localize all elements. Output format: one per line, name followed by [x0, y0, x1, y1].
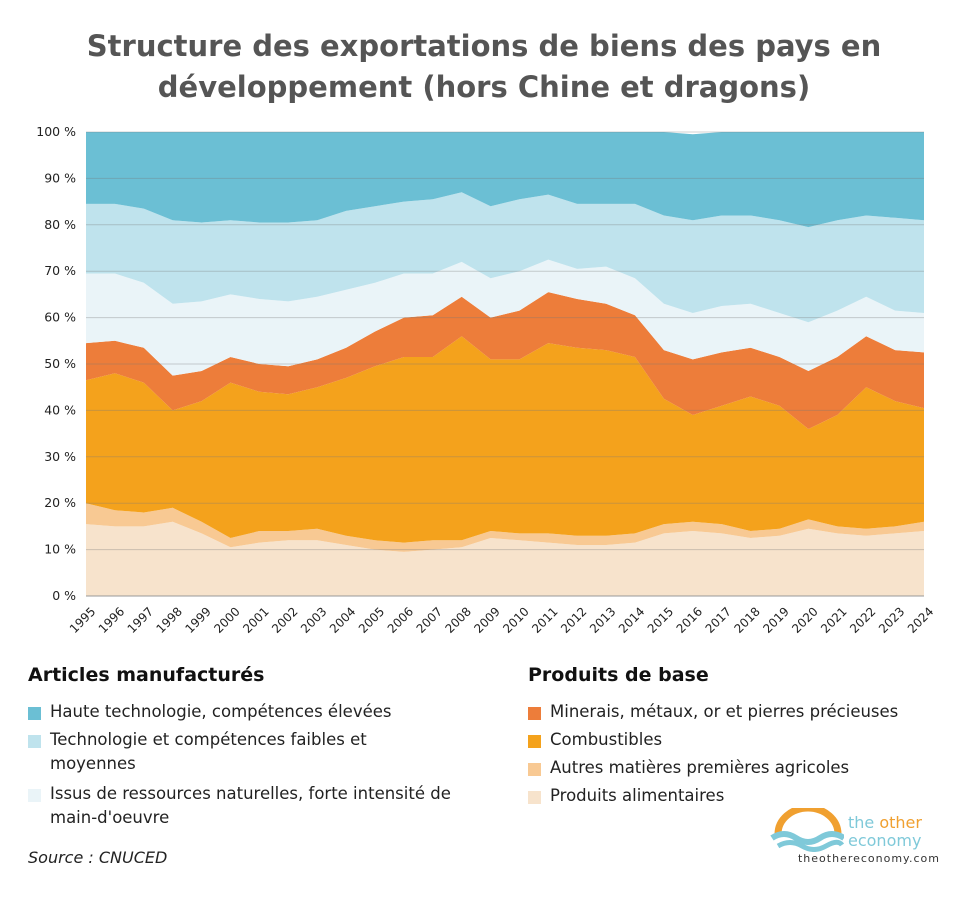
legend-item-fuels: Combustibles [528, 728, 948, 752]
area-series-2 [86, 336, 924, 543]
x-tick-label: 2008 [442, 604, 473, 635]
x-tick-label: 2020 [789, 604, 820, 635]
area-layers [86, 132, 924, 596]
legend-label: Issus de ressources naturelles, forte in… [50, 784, 451, 827]
y-tick-label: 20 % [44, 495, 76, 510]
x-tick-label: 2009 [471, 604, 502, 635]
x-tick-label: 2021 [818, 604, 849, 635]
x-tick-label: 2011 [529, 604, 560, 635]
area-series-0 [86, 521, 924, 596]
legend-label: Haute technologie, compétences élevées [50, 702, 392, 721]
x-tick-label: 2003 [298, 604, 329, 635]
x-tick-label: 2001 [240, 604, 271, 635]
area-series-3 [86, 292, 924, 429]
brand-logo[interactable]: the other economy theothereconomy.com [770, 808, 950, 868]
area-series-5 [86, 192, 924, 323]
x-tick-label: 2018 [731, 604, 762, 635]
brand-name-other: other [879, 813, 922, 832]
legend-item-agricultural: Autres matières premières agricoles [528, 756, 948, 780]
area-series-1 [86, 503, 924, 552]
y-tick-label: 80 % [44, 217, 76, 232]
x-tick-label: 2006 [385, 604, 416, 635]
x-tick-label: 2014 [616, 604, 647, 635]
chart-title: Structure des exportations de biens des … [86, 29, 882, 104]
legend-group-title-manufactured: Articles manufacturés [28, 664, 265, 686]
legend-swatch [528, 763, 541, 776]
x-tick-label: 1995 [67, 604, 98, 635]
legend-label: Produits alimentaires [550, 786, 725, 805]
x-tick-label: 1999 [182, 604, 213, 635]
x-tick-label: 2000 [211, 604, 242, 635]
legend-item-high-tech: Haute technologie, compétences élevées [28, 700, 498, 724]
brand-name-the: the [848, 813, 880, 832]
legend-label: Autres matières premières agricoles [550, 758, 850, 777]
x-tick-label: 2019 [760, 604, 791, 635]
legend-swatch [28, 789, 41, 802]
x-tick-label: 1997 [125, 604, 156, 635]
y-tick-label: 0 % [52, 588, 76, 603]
y-tick-label: 30 % [44, 449, 76, 464]
x-tick-label: 2017 [703, 604, 734, 635]
x-tick-label: 1996 [96, 604, 127, 635]
legend-item-food: Produits alimentaires [528, 784, 948, 808]
brand-name-economy: economy [848, 831, 922, 850]
legend-group-title-commodities: Produits de base [528, 664, 709, 686]
x-tick-label: 2024 [905, 604, 936, 635]
legend-item-low-medium-tech: Technologie et compétences faibles et mo… [28, 728, 430, 776]
legend-commodities: Produits de base Minerais, métaux, or et… [528, 664, 948, 812]
legend-swatch [528, 735, 541, 748]
legend-manufactured: Articles manufacturés Haute technologie,… [28, 664, 498, 836]
brand-name: the other economy [848, 814, 922, 850]
y-tick-label: 90 % [44, 170, 76, 185]
source-note: Source : CNUCED [28, 848, 168, 867]
y-tick-label: 60 % [44, 310, 76, 325]
gridlines [86, 131, 924, 597]
x-tick-label: 2004 [327, 604, 358, 635]
y-tick-label: 100 % [36, 124, 76, 139]
legend-swatch [28, 735, 41, 748]
x-tick-label: 2005 [356, 604, 387, 635]
area-series-4 [86, 259, 924, 376]
y-tick-label: 70 % [44, 263, 76, 278]
x-axis-ticks: 1995199619971998199920002001200220032004… [67, 604, 936, 635]
wave-logo-icon [770, 808, 844, 852]
x-tick-label: 2012 [558, 604, 589, 635]
y-tick-label: 50 % [44, 356, 76, 371]
legend-label: Minerais, métaux, or et pierres précieus… [550, 702, 899, 721]
legend-swatch [528, 791, 541, 804]
legend-item-minerals: Minerais, métaux, or et pierres précieus… [528, 700, 948, 724]
legend-swatch [528, 707, 541, 720]
legend-label: Technologie et compétences faibles et mo… [50, 730, 367, 773]
x-tick-label: 2015 [645, 604, 676, 635]
y-tick-label: 40 % [44, 402, 76, 417]
legend-label: Combustibles [550, 730, 663, 749]
legend-swatch [28, 707, 41, 720]
x-tick-label: 2010 [500, 604, 531, 635]
x-tick-label: 2002 [269, 604, 300, 635]
legend-item-natural-resources: Issus de ressources naturelles, forte in… [28, 782, 500, 830]
y-axis-ticks: 0 % 10 % 20 % 30 % 40 % 50 % 60 % 70 % 80 % 90 % 1… [36, 124, 76, 603]
y-tick-label: 10 % [44, 542, 76, 557]
x-tick-label: 1998 [154, 604, 185, 635]
stacked-area-chart: 0 % 10 % 20 % 30 % 40 % 50 % 60 % 70 % 80 % 90 % 1… [36, 124, 936, 636]
x-tick-label: 2022 [847, 604, 878, 635]
x-tick-label: 2023 [876, 604, 907, 635]
x-tick-label: 2007 [414, 604, 445, 635]
brand-url: theothereconomy.com [797, 852, 940, 865]
x-tick-label: 2013 [587, 604, 618, 635]
x-tick-label: 2016 [674, 604, 705, 635]
area-series-6 [86, 132, 924, 228]
